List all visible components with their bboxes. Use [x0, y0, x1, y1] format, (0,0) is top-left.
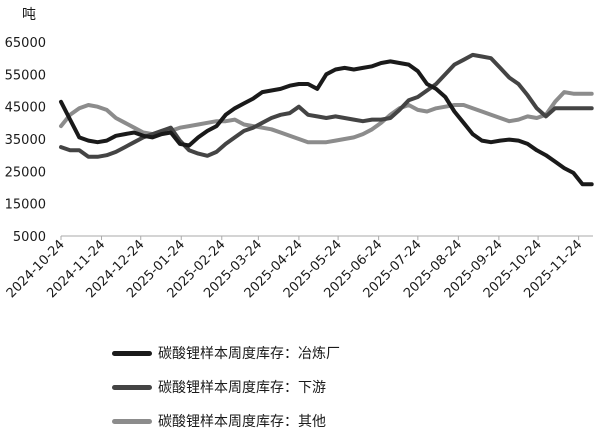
- legend-item-other: 碳酸锂样本周度库存：其他: [112, 404, 340, 438]
- legend-label-other: 碳酸锂样本周度库存：其他: [158, 414, 326, 430]
- y-tick-label: 55000: [5, 68, 46, 83]
- legend-item-downstream: 碳酸锂样本周度库存：下游: [112, 370, 340, 404]
- legend: 碳酸锂样本周度库存：冶炼厂 碳酸锂样本周度库存：下游 碳酸锂样本周度库存：其他: [112, 336, 340, 438]
- legend-swatch-other: [112, 418, 152, 424]
- y-tick-label: 5000: [13, 230, 46, 245]
- legend-label-downstream: 碳酸锂样本周度库存：下游: [158, 380, 326, 396]
- y-tick-label: 65000: [5, 36, 46, 51]
- y-tick-label: 15000: [5, 198, 46, 213]
- x-axis-ticks: 2024-10-242024-11-242024-12-242025-01-24…: [4, 236, 585, 301]
- legend-swatch-smelter: [112, 350, 152, 356]
- y-tick-label: 35000: [5, 133, 46, 148]
- legend-item-smelter: 碳酸锂样本周度库存：冶炼厂: [112, 336, 340, 370]
- series-lines: [59, 52, 594, 187]
- y-tick-label: 45000: [5, 101, 46, 116]
- y-axis-ticks: 5000 15000 25000 35000 45000 55000 65000: [5, 36, 46, 245]
- y-tick-label: 25000: [5, 165, 46, 180]
- legend-label-smelter: 碳酸锂样本周度库存：冶炼厂: [158, 346, 340, 362]
- y-axis-unit-label: 吨: [22, 7, 36, 23]
- legend-swatch-downstream: [112, 384, 152, 390]
- series-line-smelter: [59, 59, 594, 187]
